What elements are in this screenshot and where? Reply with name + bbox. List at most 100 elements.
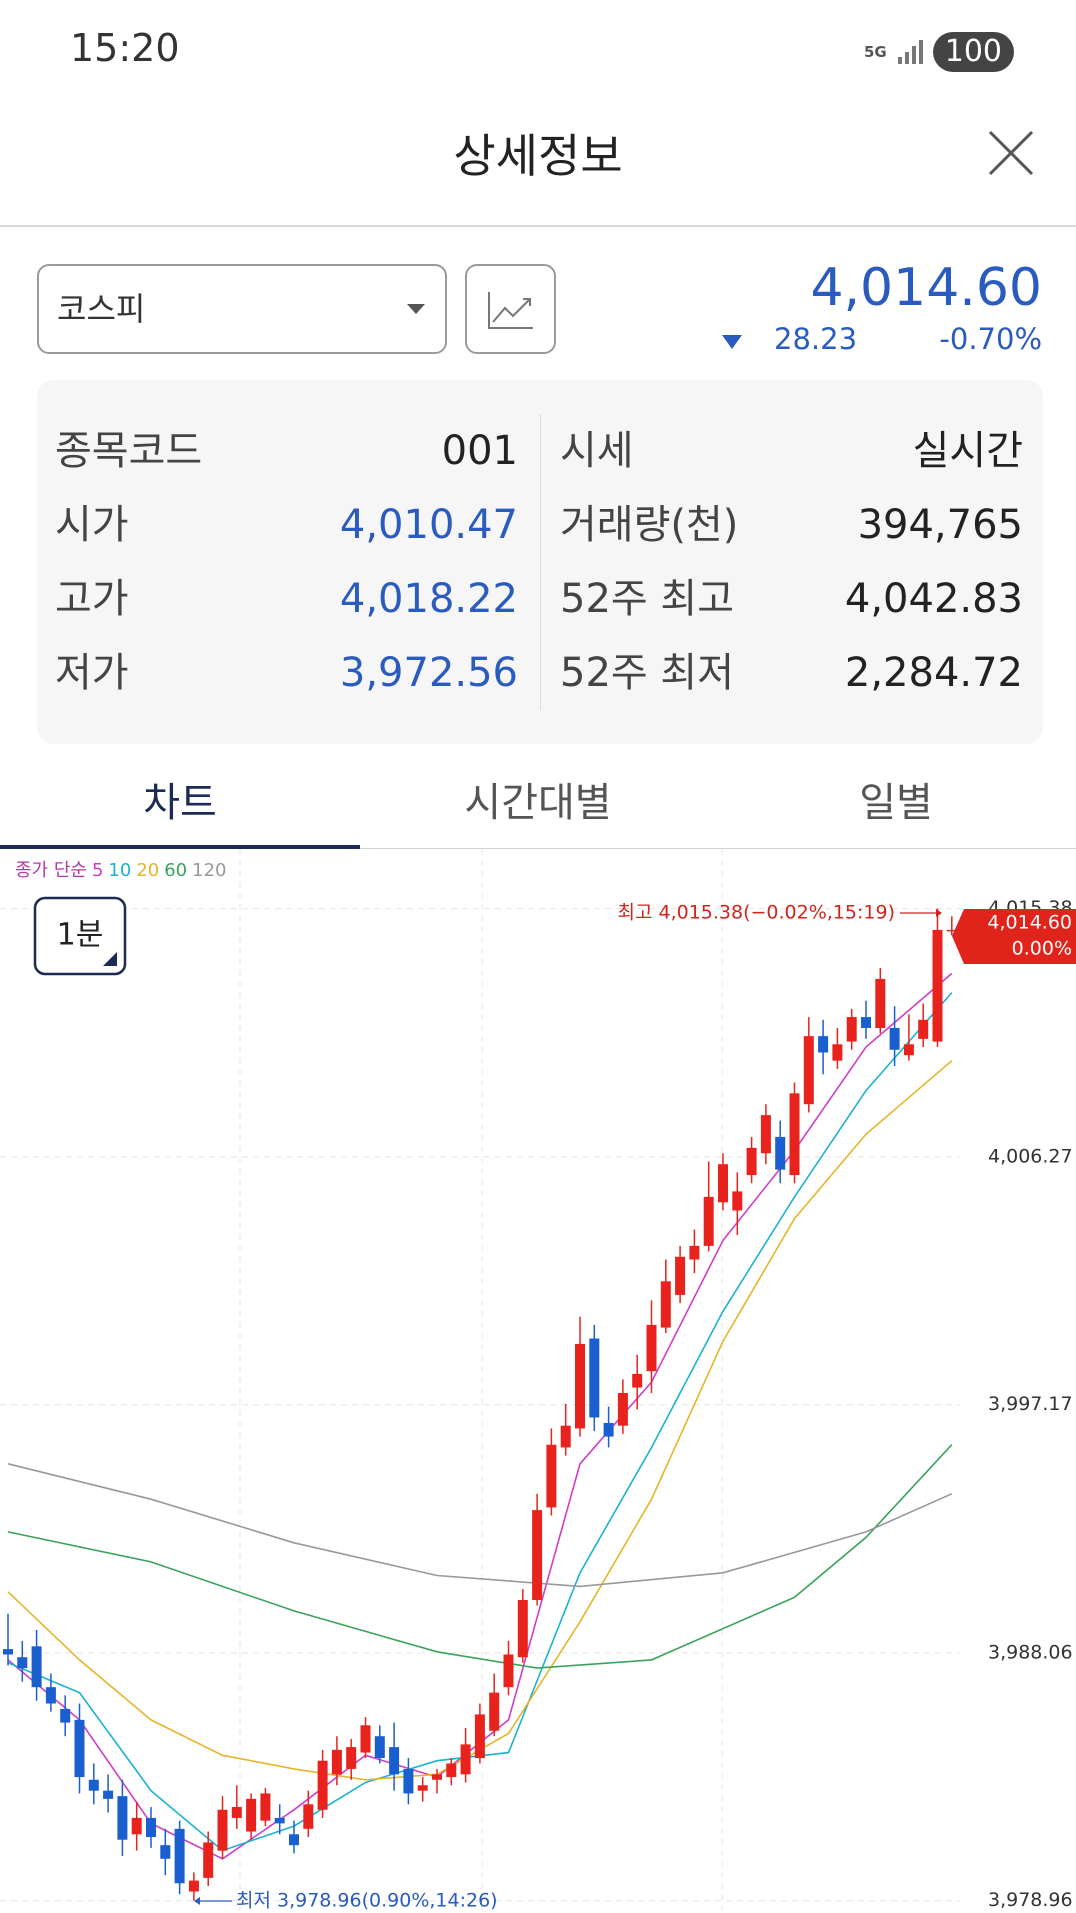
candle-body bbox=[417, 1785, 428, 1791]
legend-entry: 20 bbox=[136, 860, 159, 881]
candle-body bbox=[231, 1807, 242, 1818]
last-rate: 0.00% bbox=[1012, 938, 1072, 960]
candle-body bbox=[889, 1027, 900, 1050]
candle-body bbox=[146, 1817, 156, 1837]
info-value: 2,284.72 bbox=[844, 650, 1023, 696]
candle-body bbox=[3, 1649, 13, 1655]
tab-underline bbox=[0, 848, 1076, 849]
candle-body bbox=[675, 1256, 686, 1295]
candle-body bbox=[289, 1834, 299, 1846]
candle-body bbox=[131, 1817, 142, 1835]
candle-body bbox=[546, 1444, 557, 1508]
candle-body bbox=[274, 1817, 285, 1824]
candle-body bbox=[117, 1796, 128, 1840]
candle-body bbox=[360, 1725, 371, 1753]
candle-body bbox=[646, 1324, 657, 1372]
index-name: 코스피 bbox=[57, 290, 146, 328]
tab-selected bbox=[0, 845, 360, 849]
info-label: 52주 최고 bbox=[560, 576, 735, 622]
tab[interactable]: 시간대별 bbox=[464, 780, 612, 826]
index-change: 28.23 bbox=[774, 322, 858, 356]
candle-body bbox=[861, 1017, 871, 1028]
candle-body bbox=[575, 1343, 585, 1429]
info-label: 시가 bbox=[55, 502, 129, 548]
chart: 3,978.963,988.063,997.174,006.274,015.38… bbox=[0, 849, 1076, 1913]
info-label: 고가 bbox=[55, 576, 129, 622]
index-select[interactable]: 코스피 bbox=[37, 264, 447, 354]
tab[interactable]: 차트 bbox=[143, 780, 217, 826]
info-value: 4,042.83 bbox=[844, 576, 1023, 622]
legend: 종가 단순 5 10 20 60 120 bbox=[15, 860, 227, 881]
y-tick-label: 3,988.06 bbox=[988, 1641, 1073, 1663]
candle-body bbox=[74, 1719, 85, 1778]
candle-body bbox=[460, 1744, 471, 1775]
candle-body bbox=[389, 1747, 400, 1775]
candle-body bbox=[203, 1842, 214, 1878]
down-arrow bbox=[722, 335, 742, 349]
low-arrowhead bbox=[194, 1897, 200, 1905]
info-value: 3,972.56 bbox=[339, 650, 518, 696]
candle-body bbox=[560, 1425, 571, 1448]
candle-body bbox=[17, 1657, 28, 1669]
close-button[interactable] bbox=[986, 128, 1036, 178]
legend-title: 종가 단순 bbox=[15, 860, 87, 881]
candle-body bbox=[718, 1164, 728, 1203]
candle-body bbox=[918, 1019, 929, 1039]
candle-body bbox=[603, 1422, 614, 1437]
legend-entry: 5 bbox=[92, 860, 103, 881]
candle-body bbox=[903, 1044, 914, 1056]
candle-body bbox=[331, 1749, 342, 1775]
candle-body bbox=[246, 1798, 257, 1832]
last-price: 4,014.60 bbox=[987, 912, 1072, 934]
candle-body bbox=[775, 1136, 786, 1170]
candle-body bbox=[188, 1880, 199, 1892]
candle-body bbox=[760, 1115, 771, 1154]
candle-body bbox=[832, 1044, 843, 1061]
index-change-rate: -0.70% bbox=[939, 322, 1042, 356]
candle-body bbox=[174, 1828, 185, 1884]
candle-body bbox=[217, 1809, 228, 1851]
candle-body bbox=[45, 1687, 56, 1704]
candle-body bbox=[160, 1845, 171, 1859]
info-value: 실시간 bbox=[912, 428, 1023, 474]
candle-body bbox=[846, 1017, 857, 1042]
info-value: 4,010.47 bbox=[339, 502, 518, 548]
interval-corner bbox=[103, 952, 117, 966]
candle-body bbox=[632, 1373, 643, 1388]
interval-label: 1분 bbox=[57, 918, 104, 953]
candle-body bbox=[474, 1714, 485, 1759]
candle-body bbox=[803, 1036, 814, 1105]
legend-entry: 120 bbox=[192, 860, 226, 881]
candle-body bbox=[789, 1093, 800, 1176]
candle-body bbox=[446, 1763, 457, 1778]
last-price-tag bbox=[952, 909, 1076, 964]
info-label: 저가 bbox=[55, 650, 129, 696]
candle-body bbox=[660, 1281, 671, 1328]
ma-line bbox=[7, 1060, 953, 1781]
candle-body bbox=[346, 1747, 357, 1769]
candle-body bbox=[432, 1774, 442, 1780]
candle-body bbox=[818, 1036, 829, 1053]
info-label: 종목코드 bbox=[55, 428, 203, 474]
candle-body bbox=[532, 1510, 543, 1601]
info-label: 52주 최저 bbox=[560, 650, 735, 696]
y-tick-label: 3,978.96 bbox=[988, 1889, 1073, 1911]
candle-body bbox=[60, 1708, 71, 1723]
candle-body bbox=[303, 1804, 314, 1829]
candle-body bbox=[703, 1196, 714, 1246]
y-tick-label: 4,006.27 bbox=[988, 1145, 1073, 1167]
interval-button[interactable] bbox=[33, 896, 127, 976]
tab[interactable]: 일별 bbox=[859, 780, 933, 826]
chart-icon bbox=[488, 292, 533, 329]
candle-body bbox=[503, 1654, 514, 1688]
candle-body bbox=[88, 1779, 99, 1791]
high-arrowhead bbox=[936, 909, 942, 917]
legend-entry: 10 bbox=[108, 860, 131, 881]
candle-body bbox=[617, 1392, 628, 1426]
candle-body bbox=[517, 1600, 528, 1658]
candle-body bbox=[932, 929, 943, 1042]
info-label: 거래량(천) bbox=[560, 502, 739, 548]
chart-toggle[interactable] bbox=[465, 264, 556, 354]
